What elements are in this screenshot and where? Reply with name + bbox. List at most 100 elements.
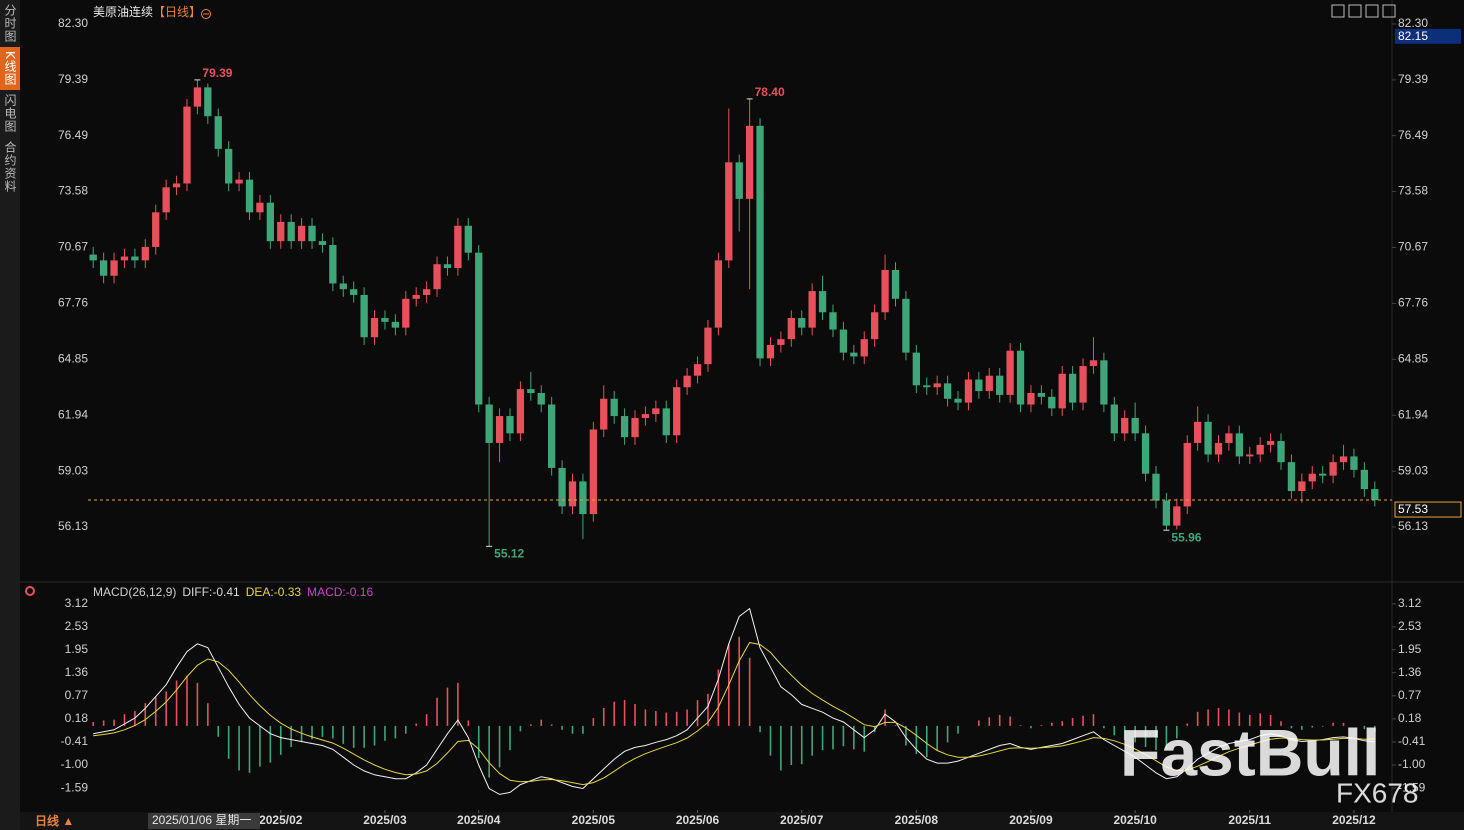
candle-body	[912, 352, 920, 386]
watermark-brand: FastBull	[1120, 715, 1380, 789]
candle-body	[964, 379, 973, 403]
y-tick-label: 56.13	[58, 519, 88, 533]
sidebar-tab[interactable]: K线图	[0, 47, 20, 90]
candle-body	[850, 352, 858, 357]
chart-title: 美原油连续【日线】	[93, 4, 201, 19]
tool-button[interactable]	[1382, 4, 1396, 18]
candle-body	[568, 481, 577, 507]
annotation-label: 79.39	[202, 66, 232, 80]
candle-body	[662, 408, 670, 436]
y-tick-label-right: 0.77	[1398, 688, 1422, 702]
period-button[interactable]: 日线 ▲	[35, 813, 74, 828]
candle-body	[1277, 441, 1285, 463]
current-price-label: 57.53	[1398, 502, 1428, 516]
x-axis-bar	[20, 812, 1464, 830]
candle-body	[996, 375, 1004, 395]
y-tick-label-right: 61.94	[1398, 407, 1428, 421]
candle-body	[141, 246, 149, 261]
x-tick-label: 2025/06	[676, 813, 720, 827]
candle-body	[1027, 392, 1035, 405]
candle-body	[818, 291, 827, 313]
y-tick-label: 64.85	[58, 352, 88, 366]
y-tick-label-right: 3.12	[1398, 596, 1422, 610]
candle-body	[1058, 373, 1066, 409]
candle-body	[1371, 489, 1379, 501]
candle-body	[798, 318, 806, 328]
candle-body	[287, 221, 295, 242]
tool-button[interactable]	[1348, 4, 1362, 18]
candle-body	[933, 383, 941, 388]
candle-body	[902, 298, 910, 353]
candle-body	[808, 291, 816, 328]
candle-body	[1204, 421, 1212, 455]
plot-area: 82.30 82.30 79.39 79.39 76.49 76.49 73.58 73.58…	[58, 16, 1462, 829]
candle-body	[537, 392, 545, 405]
candle-body	[839, 329, 848, 353]
sidebar-tab[interactable]: 分时图	[3, 4, 17, 43]
y-tick-label: -1.00	[61, 757, 89, 771]
sidebar-tab[interactable]: 合约资料	[3, 140, 17, 193]
candle-body	[475, 252, 483, 405]
candle-body	[99, 260, 108, 276]
candle-body	[110, 260, 118, 276]
candle-body	[1287, 462, 1296, 492]
candle-body	[1048, 396, 1056, 409]
candle-body	[339, 283, 347, 290]
candle-body	[329, 244, 337, 284]
candle-body	[1183, 442, 1191, 507]
candle-body	[881, 269, 889, 313]
y-tick-label: 59.03	[58, 463, 88, 477]
legend-label: DEA:-0.33	[246, 585, 302, 599]
candle-body	[975, 379, 983, 392]
candle-body	[350, 289, 358, 295]
candle-body	[422, 289, 431, 295]
candle-body	[610, 398, 618, 417]
candle-body	[1194, 421, 1202, 443]
x-tick-label: 2025/12	[1332, 813, 1376, 827]
candle-body	[1360, 469, 1369, 490]
candle-body	[495, 416, 504, 443]
y-tick-label: 0.18	[65, 711, 89, 725]
y-tick-label-right: 2.53	[1398, 619, 1422, 633]
x-tick-label: 2025/09	[1009, 813, 1053, 827]
candle-body	[860, 339, 868, 357]
candle-body	[1298, 481, 1306, 492]
candle-body	[235, 179, 243, 184]
candle-body	[923, 385, 931, 388]
macd-line	[93, 642, 1375, 786]
y-tick-label: -1.59	[61, 780, 89, 794]
candle-body	[1089, 360, 1098, 367]
candle-body	[1173, 506, 1181, 526]
candle-body	[600, 398, 608, 430]
candle-body	[1079, 366, 1087, 403]
candle-body	[464, 225, 472, 253]
candle-body	[443, 264, 452, 269]
y-tick-label: 82.30	[58, 16, 88, 30]
x-tick-label: 2025/03	[363, 813, 407, 827]
x-tick-label: 2025/05	[572, 813, 616, 827]
candle-body	[1266, 441, 1275, 445]
candle-body	[454, 225, 462, 269]
sidebar-tab[interactable]: 闪电图	[3, 93, 17, 133]
candle-body	[714, 260, 723, 328]
candle-body	[131, 256, 139, 261]
indicator-icon[interactable]	[25, 586, 35, 596]
candle-body	[1121, 417, 1129, 434]
candle-body	[1319, 473, 1327, 476]
tool-button[interactable]	[1365, 4, 1379, 18]
candle-body	[548, 404, 556, 468]
tool-button[interactable]	[1331, 4, 1345, 18]
collapse-icon[interactable]	[201, 9, 211, 19]
y-tick-label-right: 64.85	[1398, 352, 1428, 366]
candle-body	[725, 162, 733, 261]
y-tick-label-right: 76.49	[1398, 128, 1428, 142]
x-tick-label: 2025/10	[1113, 813, 1157, 827]
x-tick-label: 2025/07	[780, 813, 824, 827]
candle-body	[589, 429, 597, 515]
candle-body	[745, 125, 754, 199]
candle-body	[193, 87, 202, 107]
y-tick-label-right: -1.00	[1398, 757, 1426, 771]
y-tick-label: 70.67	[58, 240, 88, 254]
candle-body	[829, 312, 837, 330]
candle-body	[183, 106, 191, 184]
